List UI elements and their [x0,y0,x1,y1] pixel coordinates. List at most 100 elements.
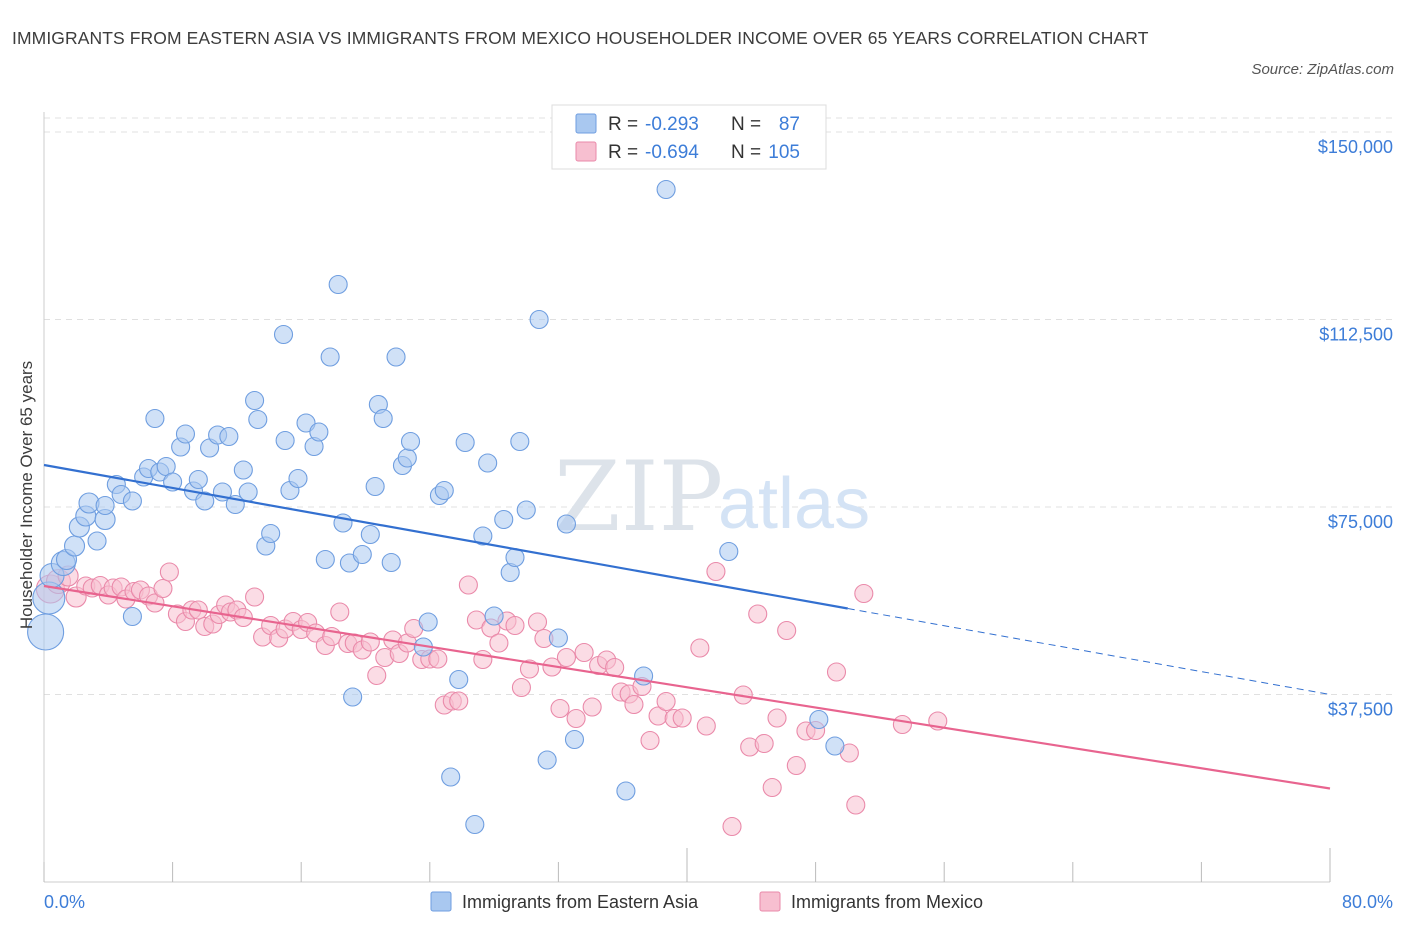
legend-swatch-mexico [575,141,597,162]
point-mexico [428,649,448,669]
point-eastern-asia [484,606,504,626]
legend-r-value: -0.694 [645,142,699,163]
point-eastern-asia [261,523,281,544]
point-mexico [367,665,387,686]
point-eastern-asia [825,736,845,756]
point-mexico [846,795,866,815]
x-tick-label-min: 0.0% [44,892,85,912]
point-eastern-asia [238,482,258,502]
point-eastern-asia [434,480,454,501]
point-mexico [826,662,847,682]
point-mexico [777,620,797,641]
point-mexico [550,698,570,719]
point-eastern-asia [288,468,308,489]
axes [43,112,1331,883]
point-eastern-asia [537,750,557,770]
point-eastern-asia [455,432,475,453]
point-eastern-asia [343,687,363,707]
point-eastern-asia [616,781,636,801]
bottom-legend-swatch-eastern-asia [430,891,452,912]
point-eastern-asia [175,424,196,444]
point-eastern-asia [441,767,461,787]
point-mexico [153,578,173,599]
watermark-atlas: atlas [718,464,870,544]
watermark: ZIP atlas [554,441,870,553]
point-mexico [696,716,716,736]
y-tick-label: $75,000 [1328,512,1393,532]
legend-n-value: 105 [768,142,800,163]
point-mexico [762,777,782,798]
source-label: Source: ZipAtlas.com [1251,61,1394,78]
point-mexico [656,691,676,712]
point-mexico [511,677,531,698]
bottom-legend-label-mexico: Immigrants from Mexico [791,892,983,912]
legend-box [551,104,827,170]
legend-n-label: N = [731,114,761,135]
point-mexico [722,816,742,837]
point-eastern-asia [195,491,215,511]
point-mexico [519,659,540,679]
point-eastern-asia [365,476,385,497]
bottom-legend-swatch-mexico [759,891,781,912]
point-eastern-asia [145,408,165,429]
point-eastern-asia [360,524,380,545]
point-mexico [566,708,586,729]
bottom-legend: Immigrants from Eastern Asia Immigrants … [430,891,983,912]
point-mexico [672,708,692,728]
point-eastern-asia [245,390,265,411]
point-eastern-asia [656,179,676,200]
point-mexico [505,615,525,636]
y-tick-labels: $37,500 $75,000 $112,500 $150,000 [1318,137,1393,720]
point-eastern-asia [478,453,498,473]
legend-r-label: R = [608,142,638,163]
point-mexico [330,602,350,622]
point-mexico [574,642,594,663]
point-eastern-asia [122,491,142,511]
point-mexico [527,612,548,632]
point-mexico [640,730,660,751]
points [27,179,948,837]
trend-lines [43,463,1331,790]
point-mexico [449,691,469,711]
point-eastern-asia [397,448,417,468]
point-eastern-asia [233,460,253,480]
point-mexico [466,610,486,630]
point-eastern-asia [809,709,829,730]
y-axis-label: Householder Income Over 65 years [17,361,36,629]
point-mexico [786,755,806,776]
legend-r-value: -0.293 [645,114,699,135]
legend-swatch-eastern-asia [575,113,597,134]
point-eastern-asia [87,531,107,551]
point-eastern-asia [556,514,576,534]
chart-title: IMMIGRANTS FROM EASTERN ASIA VS IMMIGRAN… [12,28,1149,48]
point-mexico [245,587,265,607]
point-eastern-asia [315,549,335,570]
point-eastern-asia [275,430,295,451]
y-tick-label: $150,000 [1318,137,1393,157]
point-mexico [624,694,644,715]
point-eastern-asia [719,541,739,562]
point-mexico [582,697,602,717]
point-eastern-asia [510,431,530,452]
point-eastern-asia [320,347,340,367]
point-eastern-asia [63,535,86,557]
x-tick-label-max: 80.0% [1342,892,1393,912]
legend-r-label: R = [608,114,638,135]
y-tick-label: $37,500 [1328,700,1393,720]
point-eastern-asia [328,274,348,295]
point-eastern-asia [548,628,568,648]
trend-line-eastern-asia [43,463,848,610]
y-tick-label: $112,500 [1319,325,1393,345]
trend-line-mexico [43,584,1331,790]
legend: R = -0.293 N = 87 R = -0.694 N = 105 [551,104,827,170]
point-eastern-asia [494,509,514,530]
point-eastern-asia [352,544,372,565]
point-eastern-asia [529,309,549,330]
grid [44,117,1395,695]
watermark-zip: ZIP [554,441,723,553]
point-eastern-asia [273,324,294,345]
point-mexico [767,708,787,728]
point-mexico [458,575,478,595]
point-mexico [159,562,179,582]
